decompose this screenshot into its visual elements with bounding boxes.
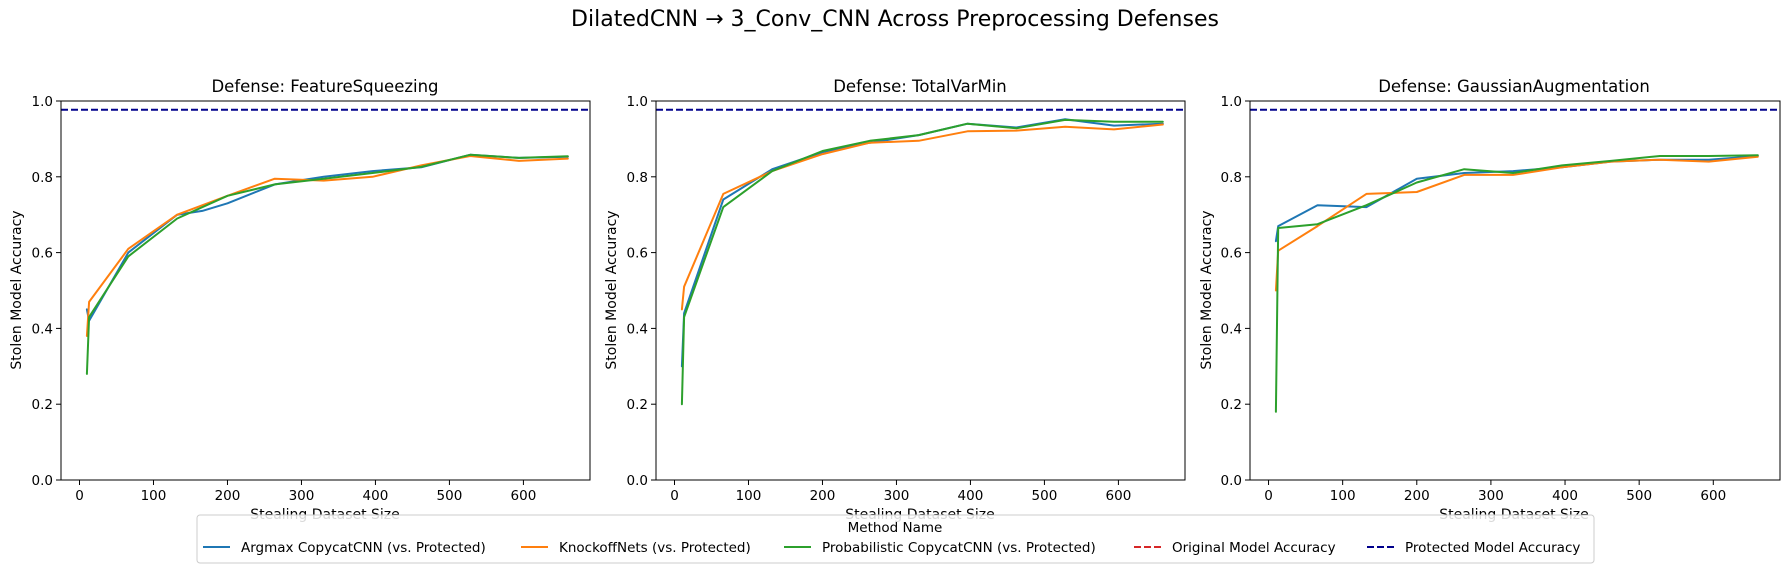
legend-label: Argmax CopycatCNN (vs. Protected) (241, 540, 486, 556)
x-tick-label: 100 (1330, 488, 1356, 504)
x-tick-label: 0 (75, 488, 84, 504)
figure-title: DilatedCNN → 3_Conv_CNN Across Preproces… (571, 7, 1219, 32)
y-tick-label: 0.2 (627, 397, 648, 413)
y-axis-label: Stolen Model Accuracy (1199, 210, 1215, 369)
y-tick-label: 0.0 (1221, 473, 1242, 489)
x-tick-label: 100 (141, 488, 167, 504)
legend-frame (196, 514, 1595, 564)
series-line-2 (1274, 155, 1759, 292)
series-line-3 (1274, 154, 1759, 413)
legend-label: KnockoffNets (vs. Protected) (559, 540, 751, 556)
y-tick-label: 0.6 (1221, 246, 1242, 262)
y-tick-label: 0.8 (32, 170, 53, 186)
x-tick-label: 300 (884, 488, 910, 504)
x-tick-label: 300 (289, 488, 315, 504)
series-line-1 (680, 118, 1164, 368)
legend-label: Original Model Accuracy (1172, 540, 1336, 556)
y-tick-label: 0.0 (32, 473, 53, 489)
y-axis-label: Stolen Model Accuracy (9, 210, 25, 369)
x-tick-label: 0 (670, 488, 679, 504)
x-tick-label: 600 (1106, 488, 1132, 504)
series-line-1 (1274, 155, 1759, 243)
y-tick-label: 0.4 (1221, 321, 1242, 337)
legend-label: Protected Model Accuracy (1405, 540, 1580, 556)
x-tick-label: 500 (1626, 488, 1652, 504)
x-tick-label: 200 (215, 488, 241, 504)
x-tick-label: 600 (511, 488, 537, 504)
x-tick-label: 400 (1552, 488, 1578, 504)
legend-items: Argmax CopycatCNN (vs. Protected) Knockof… (203, 540, 1580, 556)
panel-totalvarmin: Defense: TotalVarMin Stolen Model Accura… (604, 77, 1186, 523)
panel-gaussianaugmentation: Defense: GaussianAugmentation Stolen Mod… (1199, 77, 1781, 523)
y-axis-label: Stolen Model Accuracy (604, 210, 620, 369)
panel-title: Defense: TotalVarMin (833, 77, 1007, 96)
legend-title: Method Name (848, 520, 943, 536)
x-tick-label: 400 (363, 488, 389, 504)
y-tick-label: 0.0 (627, 473, 648, 489)
x-tick-label: 600 (1700, 488, 1726, 504)
panel-title: Defense: GaussianAugmentation (1378, 77, 1650, 96)
y-tick-label: 0.2 (1221, 397, 1242, 413)
x-tick-label: 200 (810, 488, 836, 504)
x-tick-label: 100 (736, 488, 762, 504)
series-line-3 (680, 118, 1164, 406)
plot-frame (1249, 100, 1781, 481)
panel-title: Defense: FeatureSqueezing (211, 77, 438, 96)
y-tick-label: 0.8 (627, 170, 648, 186)
y-tick-label: 0.8 (1221, 170, 1242, 186)
legend-label: Probabilistic CopycatCNN (vs. Protected) (822, 540, 1096, 556)
y-tick-label: 1.0 (627, 94, 648, 110)
series-line-3 (85, 153, 569, 375)
x-tick-label: 0 (1264, 488, 1273, 504)
y-tick-label: 0.4 (627, 321, 648, 337)
x-tick-label: 500 (1032, 488, 1058, 504)
x-tick-label: 300 (1478, 488, 1504, 504)
series-line-2 (85, 155, 569, 337)
y-tick-label: 0.6 (32, 246, 53, 262)
y-tick-label: 1.0 (32, 94, 53, 110)
plot-frame (60, 100, 591, 481)
y-tick-label: 0.4 (32, 321, 53, 337)
plot-frame (655, 100, 1186, 481)
y-tick-label: 1.0 (1221, 94, 1242, 110)
panel-featuresqueezing: Defense: FeatureSqueezing Stolen Model A… (9, 77, 591, 523)
x-tick-label: 400 (958, 488, 984, 504)
y-tick-label: 0.6 (627, 246, 648, 262)
legend: Method Name Argmax CopycatCNN (vs. Prote… (196, 514, 1595, 564)
x-tick-label: 500 (437, 488, 463, 504)
series-line-2 (680, 123, 1164, 311)
y-tick-label: 0.2 (32, 397, 53, 413)
x-tick-label: 200 (1404, 488, 1430, 504)
